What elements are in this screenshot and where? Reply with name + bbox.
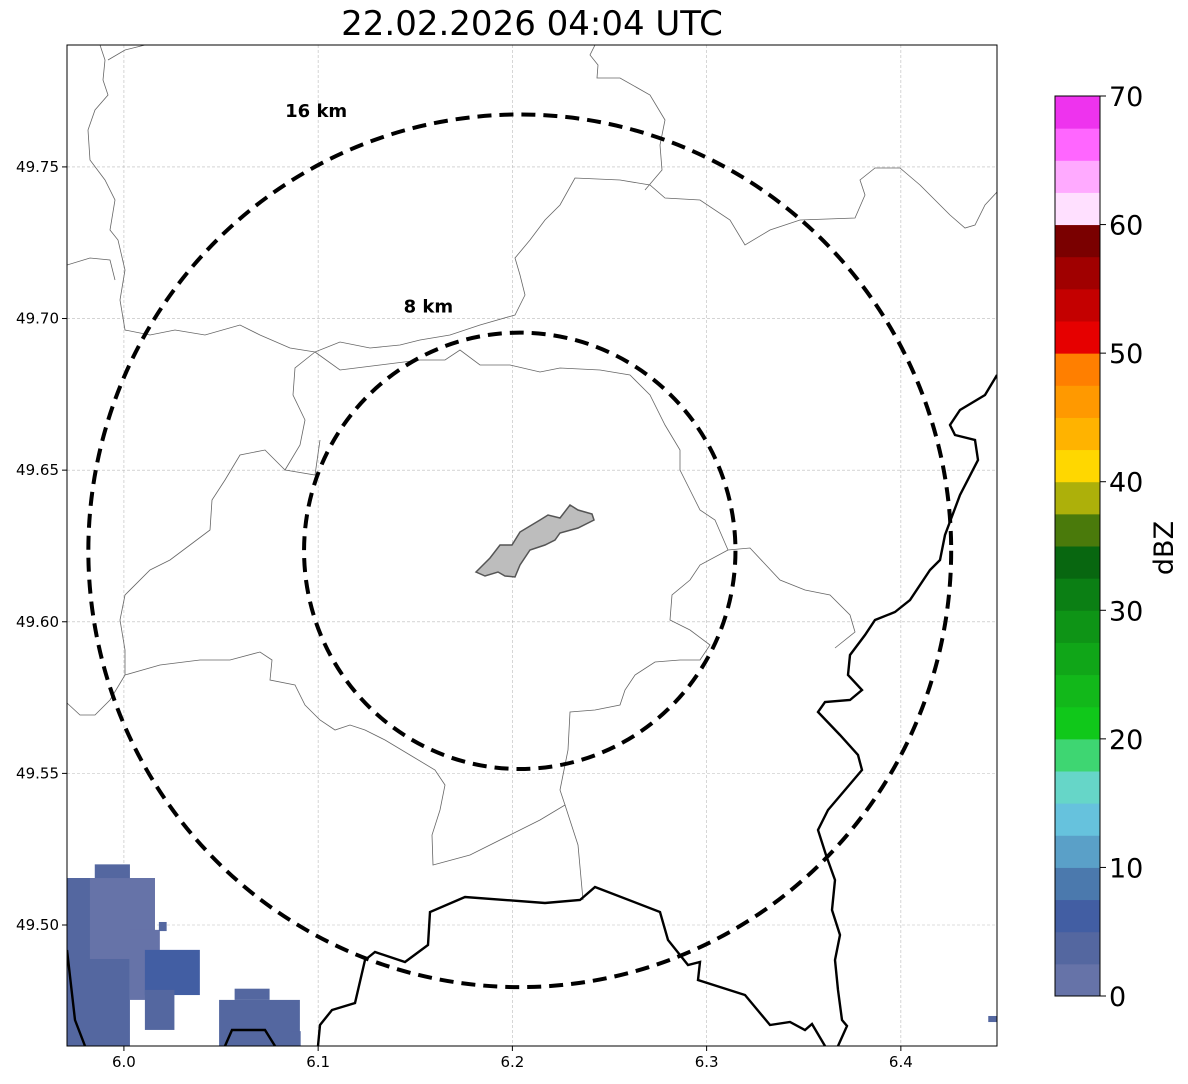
- reflectivity-cell: [219, 999, 300, 1046]
- colorbar-bin: [1055, 224, 1100, 258]
- y-tick-label: 49.50: [16, 916, 59, 934]
- city-area: [474, 504, 595, 578]
- colorbar-bin: [1055, 706, 1100, 740]
- y-tick-label: 49.75: [16, 158, 59, 176]
- colorbar-bin: [1055, 546, 1100, 579]
- colorbar-bin: [1055, 835, 1100, 868]
- country-borders: [67, 374, 997, 1046]
- colorbar-bin: [1055, 963, 1100, 997]
- colorbar-tick-label: 40: [1109, 468, 1143, 499]
- x-tick-label: 6.3: [695, 1053, 719, 1071]
- boundary-line: [87, 45, 997, 353]
- colorbar-tick-label: 20: [1109, 725, 1143, 756]
- x-tick-label: 6.1: [306, 1053, 330, 1071]
- colorbar-tick-label: 30: [1109, 596, 1143, 627]
- gridlines: [67, 45, 997, 1046]
- colorbar-bin: [1055, 256, 1100, 290]
- reflectivity-cell: [290, 1031, 301, 1046]
- reflectivity-layer: [67, 864, 997, 1046]
- y-tick-label: 49.60: [16, 613, 59, 631]
- colorbar-bin: [1055, 738, 1100, 772]
- colorbar-bin: [1055, 449, 1100, 483]
- colorbar-bin: [1055, 642, 1100, 676]
- colorbar-bin: [1055, 192, 1100, 226]
- x-tick-label: 6.2: [500, 1053, 524, 1071]
- reflectivity-cell: [94, 864, 130, 879]
- x-tick-label: 6.0: [112, 1053, 136, 1071]
- colorbar-bin: [1055, 674, 1100, 708]
- colorbar-bin: [1055, 771, 1100, 804]
- boundary-line: [119, 449, 584, 901]
- axis-ticks: 6.0 6.1 6.2 6.3 6.4 49.50 49.55 49.60 49.65 49.70…: [16, 158, 913, 1071]
- range-ring-label: 16 km: [285, 101, 347, 122]
- reflectivity-cell: [144, 949, 200, 996]
- boundary-line: [284, 351, 321, 476]
- colorbar-bin: [1055, 931, 1100, 965]
- colorbar-bin: [1055, 481, 1100, 515]
- reflectivity-cell: [234, 988, 270, 1000]
- colorbar-bin: [1055, 513, 1100, 547]
- plot-frame: [66, 44, 998, 1047]
- municipal-boundaries: [67, 45, 997, 901]
- range-rings: 16 km 8 km: [86, 101, 954, 990]
- colorbar-bin: [1055, 288, 1100, 322]
- y-tick-label: 49.65: [16, 461, 59, 479]
- x-tick-label: 6.4: [889, 1053, 913, 1071]
- boundary-line: [589, 45, 666, 191]
- range-ring-label: 8 km: [404, 296, 454, 317]
- border-line: [67, 949, 277, 1046]
- colorbar-tick-label: 10: [1109, 853, 1143, 884]
- boundary-line: [67, 674, 126, 716]
- colorbar-bin: [1055, 867, 1100, 901]
- colorbar: 0 10 20 30 40 50 60 70 dBZ: [1054, 82, 1180, 1013]
- colorbar-bin: [1055, 899, 1100, 933]
- colorbar-bin: [1055, 353, 1100, 386]
- range-ring: [302, 330, 738, 771]
- colorbar-tick-label: 50: [1109, 339, 1143, 370]
- reflectivity-cell: [158, 921, 167, 932]
- colorbar-tick-label: 70: [1109, 82, 1143, 113]
- y-tick-label: 49.70: [16, 310, 59, 328]
- colorbar-frame: [1054, 95, 1101, 997]
- colorbar-bin: [1055, 96, 1100, 129]
- boundary-line: [67, 45, 146, 281]
- chart-title: 22.02.2026 04:04 UTC: [341, 4, 723, 44]
- colorbar-bin: [1055, 385, 1100, 418]
- border-line: [816, 374, 997, 1046]
- colorbar-bin: [1055, 417, 1100, 451]
- reflectivity-cell: [988, 1015, 997, 1023]
- colorbar-bin: [1055, 803, 1100, 836]
- colorbar-tick-label: 60: [1109, 211, 1143, 242]
- reflectivity-cell: [144, 989, 175, 1030]
- colorbar-bin: [1055, 321, 1100, 354]
- colorbar-bin: [1055, 610, 1100, 643]
- border-line: [316, 885, 827, 1046]
- boundary-line: [559, 549, 729, 806]
- y-tick-label: 49.55: [16, 764, 59, 782]
- range-ring: [86, 112, 954, 990]
- colorbar-label: dBZ: [1149, 521, 1180, 575]
- colorbar-bin: [1055, 128, 1100, 161]
- colorbar-tick-label: 0: [1109, 982, 1126, 1013]
- colorbar-bin: [1055, 160, 1100, 193]
- boundary-line: [314, 349, 856, 649]
- colorbar-bin: [1055, 578, 1100, 611]
